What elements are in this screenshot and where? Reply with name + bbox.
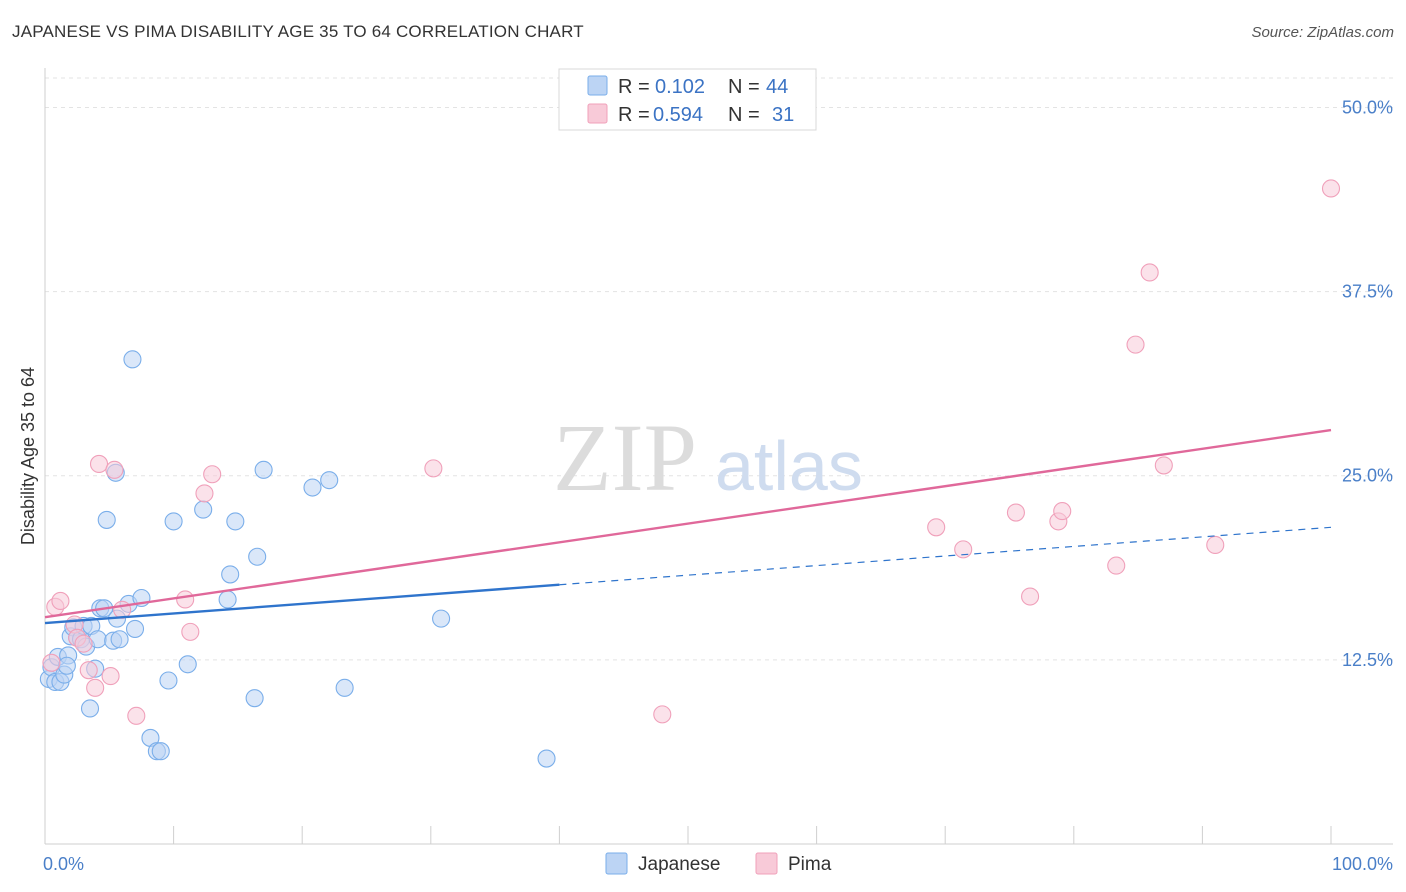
y-tick-label-1: 25.0%	[1342, 466, 1393, 486]
watermark: ZIP atlas	[553, 404, 863, 511]
japanese-point-40	[245, 689, 264, 708]
pima-point-26	[1126, 335, 1145, 354]
pima-point-25	[1107, 556, 1126, 575]
bottom-legend-swatch-pima	[755, 852, 778, 875]
axes	[44, 68, 1393, 845]
bottom-legend-swatch-japanese	[605, 852, 628, 875]
pima-point-19	[927, 518, 946, 537]
pima-point-15	[195, 484, 214, 503]
pima-point-7	[86, 678, 105, 697]
japanese-point-26	[125, 619, 145, 638]
pima-point-0	[42, 653, 61, 672]
legend-r-value-pima: 0.594	[653, 104, 703, 126]
pima-point-24	[1053, 502, 1072, 521]
x-tick-label-0: 0.0%	[43, 854, 84, 874]
pima-point-16	[203, 465, 222, 484]
japanese-point-46	[537, 749, 556, 768]
pima-point-2	[51, 591, 70, 610]
legend: R = 0.102 N = 44 R = 0.594 N = 31	[558, 68, 817, 131]
pima-point-14	[181, 622, 200, 641]
japanese-point-34	[178, 655, 197, 674]
pima-point-22	[1021, 587, 1040, 606]
y-tick-label-3: 50.0%	[1342, 97, 1393, 117]
japanese-point-41	[254, 460, 273, 479]
watermark-atlas: atlas	[715, 427, 863, 505]
japanese-point-35	[194, 500, 213, 519]
japanese-point-39	[248, 547, 267, 566]
pima-point-10	[105, 460, 124, 479]
x-tick-label-1: 100.0%	[1332, 854, 1393, 874]
japanese-point-38	[226, 512, 245, 531]
chart-title: JAPANESE VS PIMA DISABILITY AGE 35 TO 64…	[12, 22, 584, 41]
legend-n-label-pima: N =	[728, 104, 760, 126]
japanese-point-28	[123, 350, 142, 369]
legend-r-value-japanese: 0.102	[655, 76, 705, 98]
japanese-point-7	[57, 656, 76, 675]
bottom-legend-japanese: Japanese	[638, 854, 720, 875]
japanese-point-32	[159, 671, 178, 690]
y-axis-label: Disability Age 35 to 64	[18, 367, 38, 545]
legend-r-label-japanese: R =	[618, 76, 650, 98]
pima-trend-line	[44, 428, 1332, 619]
japanese-point-44	[335, 678, 354, 697]
pima-point-6	[79, 661, 98, 680]
bottom-legend-pima: Pima	[788, 854, 832, 875]
japanese-trend-extension	[559, 526, 1332, 586]
pima-point-20	[954, 540, 973, 559]
japanese-point-33	[164, 512, 183, 531]
pima-point-18	[653, 705, 672, 724]
pima-point-27	[1140, 263, 1159, 282]
japanese-point-14	[80, 699, 100, 718]
legend-n-value-japanese: 44	[766, 76, 788, 98]
japanese-point-37	[221, 565, 240, 584]
legend-r-label-pima: R =	[618, 104, 650, 126]
japanese-point-42	[303, 478, 322, 497]
chart-source: Source: ZipAtlas.com	[1251, 24, 1394, 41]
tick-labels: 12.5% 25.0% 37.5% 50.0% 0.0% 100.0%	[43, 97, 1393, 874]
pima-point-5	[74, 634, 93, 653]
pima-point-17	[424, 459, 443, 478]
pima-point-28	[1154, 456, 1173, 475]
pima-point-9	[101, 667, 120, 686]
y-tick-label-2: 37.5%	[1342, 282, 1393, 302]
pima-point-29	[1206, 535, 1225, 555]
japanese-point-24	[97, 510, 116, 529]
watermark-zip: ZIP	[553, 404, 697, 511]
pima-point-13	[176, 590, 195, 609]
data-points	[39, 179, 1341, 768]
pima-point-21	[1006, 503, 1025, 522]
japanese-point-45	[432, 609, 451, 628]
y-tick-label-0: 12.5%	[1342, 650, 1393, 670]
legend-n-value-pima: 31	[772, 104, 794, 126]
bottom-legend: Japanese Pima	[605, 852, 832, 875]
trend-lines	[44, 428, 1332, 625]
pima-point-8	[89, 454, 109, 473]
japanese-point-31	[151, 742, 170, 761]
japanese-point-36	[218, 590, 237, 609]
legend-swatch-japanese	[587, 75, 608, 96]
pima-point-30	[1321, 179, 1341, 198]
legend-swatch-pima	[587, 103, 608, 124]
japanese-point-21	[110, 630, 129, 649]
japanese-trend-line	[44, 583, 560, 625]
japanese-point-43	[320, 471, 339, 490]
pima-point-12	[127, 706, 146, 725]
legend-n-label-japanese: N =	[728, 76, 760, 98]
